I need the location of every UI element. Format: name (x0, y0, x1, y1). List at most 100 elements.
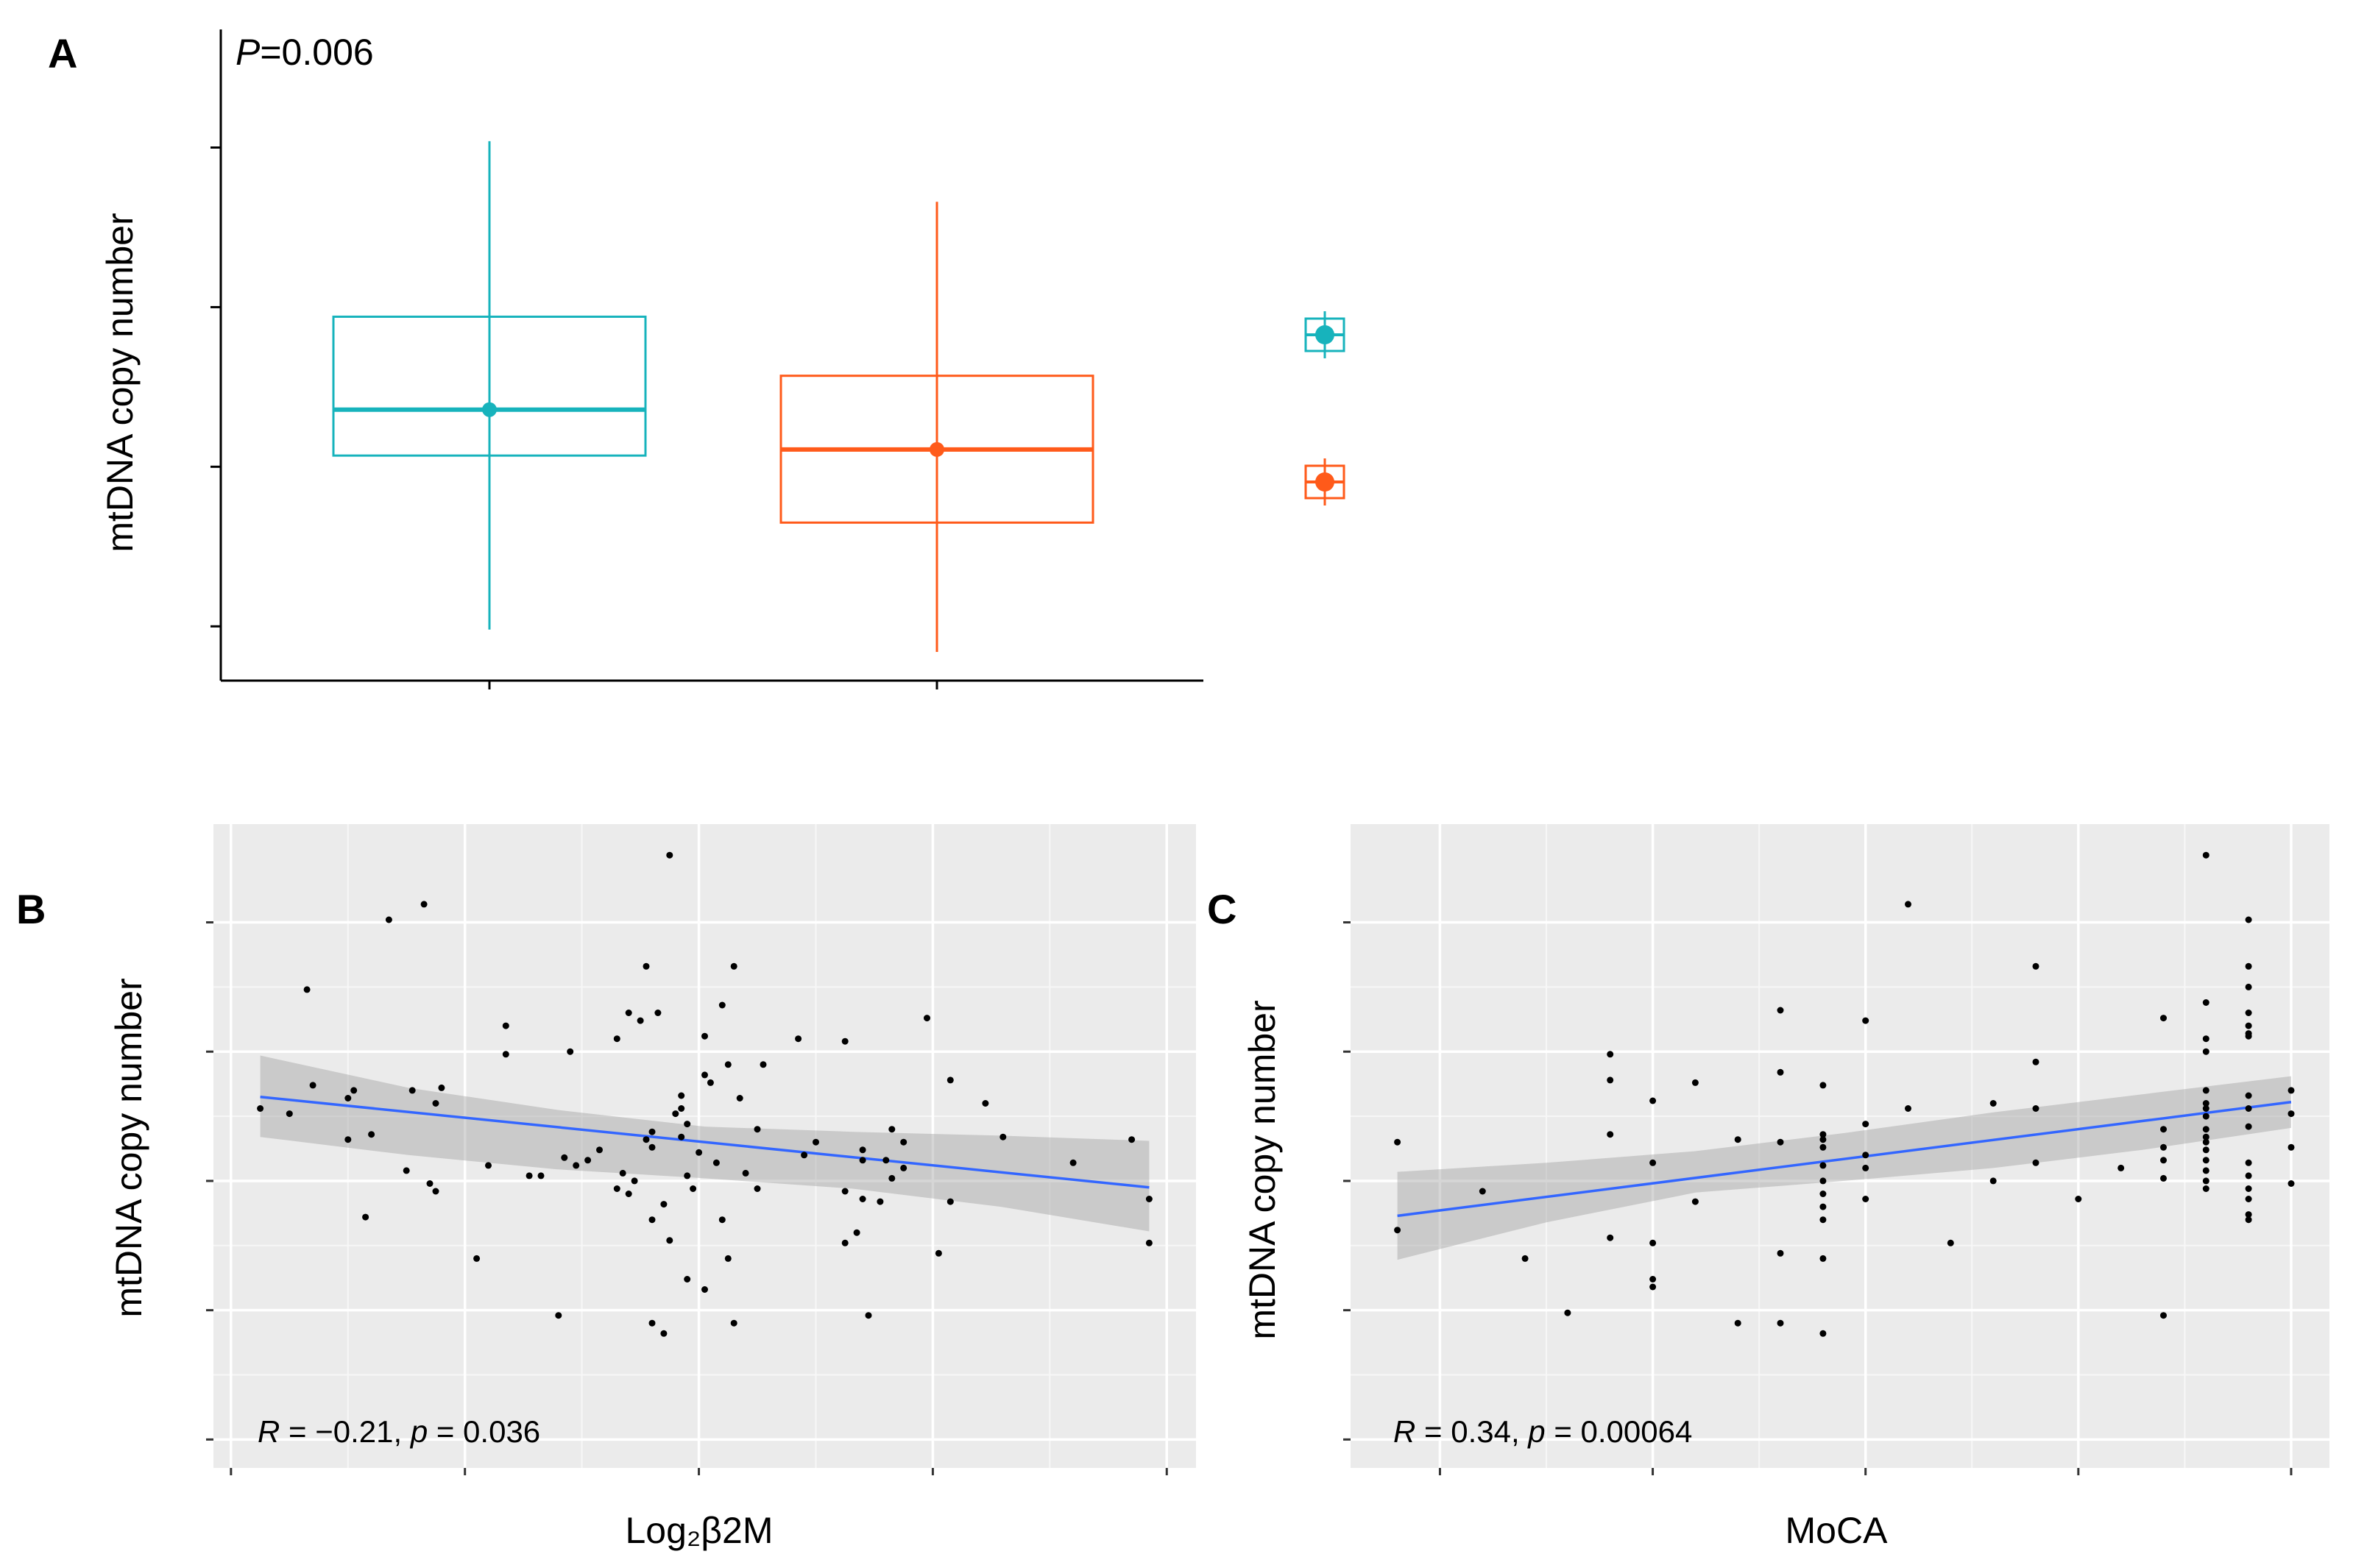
data-point (2202, 1133, 2209, 1140)
data-point (2202, 1177, 2209, 1185)
data-point (1479, 1188, 1486, 1195)
data-point (2202, 1157, 2209, 1164)
data-point (701, 1286, 708, 1293)
data-point (1128, 1136, 1136, 1143)
data-point (2160, 1015, 2167, 1022)
data-point (2202, 1105, 2209, 1112)
data-point (718, 1216, 726, 1224)
b-p-value: = 0.036 (428, 1414, 540, 1449)
panel-a: A P=0.006 mtDNA copy number (48, 29, 1345, 689)
data-point (596, 1146, 603, 1154)
data-point (1819, 1330, 1827, 1337)
panel-c-y-axis-title: mtDNA copy number (1242, 1000, 1283, 1339)
data-point (403, 1167, 410, 1174)
data-point (882, 1157, 890, 1164)
data-point (303, 986, 311, 993)
data-point (1649, 1283, 1657, 1291)
data-point (2245, 1032, 2252, 1040)
data-point (946, 1076, 954, 1084)
data-point (1862, 1017, 1869, 1024)
data-point (666, 851, 673, 859)
data-point (841, 1037, 849, 1045)
group-1-mean-point (930, 441, 944, 457)
data-point (859, 1146, 866, 1154)
data-point (678, 1133, 685, 1140)
data-point (1819, 1143, 1827, 1151)
data-point (1862, 1121, 1869, 1128)
data-point (1862, 1164, 1869, 1171)
data-point (561, 1154, 568, 1161)
data-point (718, 1001, 726, 1009)
data-point (1649, 1097, 1657, 1104)
data-point (625, 1191, 632, 1197)
data-point (1649, 1276, 1657, 1283)
data-point (502, 1051, 509, 1058)
data-point (2202, 1048, 2209, 1055)
data-point (1691, 1079, 1699, 1086)
panel-b-y-axis-title: mtDNA copy number (108, 978, 149, 1317)
p-italic: P (236, 32, 261, 73)
data-point (473, 1255, 481, 1262)
data-point (2160, 1174, 2167, 1182)
b-p-label: p (409, 1414, 428, 1449)
data-point (2245, 1172, 2252, 1179)
data-point (684, 1172, 691, 1179)
data-point (900, 1164, 907, 1171)
data-point (1819, 1216, 1827, 1224)
data-point (2202, 1167, 2209, 1174)
data-point (648, 1319, 656, 1327)
group-0-mean-point (482, 402, 497, 417)
panel-c-correlation: R = 0.34, p = 0.00064 (1393, 1414, 1692, 1449)
data-point (2245, 1185, 2252, 1192)
data-point (736, 1095, 743, 1101)
data-point (2032, 1159, 2039, 1166)
data-point (2160, 1126, 2167, 1133)
data-point (900, 1138, 907, 1146)
data-point (672, 1110, 679, 1118)
data-point (408, 1087, 416, 1094)
confidence-band (1397, 1076, 2291, 1260)
data-point (426, 1180, 434, 1187)
data-point (841, 1239, 849, 1246)
data-point (2202, 1126, 2209, 1133)
data-point (2287, 1110, 2295, 1118)
data-point (1521, 1255, 1529, 1262)
confidence-band (260, 1055, 1150, 1232)
data-point (841, 1188, 849, 1195)
data-point (555, 1312, 562, 1319)
panel-a-label: A (48, 30, 77, 77)
legend-1-key-point (1315, 472, 1334, 492)
data-point (1607, 1051, 1614, 1058)
data-point (1819, 1177, 1827, 1185)
data-point (754, 1185, 761, 1192)
data-point (654, 1010, 662, 1016)
data-point (853, 1229, 860, 1236)
data-point (2032, 962, 2039, 970)
data-point (724, 1061, 732, 1068)
data-point (2160, 1143, 2167, 1151)
p-value: =0.006 (260, 32, 373, 73)
data-point (2245, 1123, 2252, 1130)
data-point (946, 1198, 954, 1205)
data-point (754, 1126, 761, 1133)
plot-background (213, 824, 1196, 1468)
panel-c-x-axis-title: MoCA (1786, 1510, 1889, 1551)
data-point (1607, 1234, 1614, 1241)
data-point (1777, 1068, 1784, 1076)
data-point (678, 1092, 685, 1099)
data-point (1862, 1152, 1869, 1159)
data-point (730, 962, 737, 970)
data-point (1905, 901, 1911, 908)
b-r-value: = −0.21, (280, 1414, 410, 1449)
data-point (2287, 1143, 2295, 1151)
data-point (2245, 1092, 2252, 1099)
data-point (999, 1133, 1007, 1140)
data-point (1394, 1138, 1401, 1146)
data-point (1989, 1177, 1997, 1185)
data-point (1777, 1249, 1784, 1257)
data-point (286, 1110, 293, 1118)
data-point (1989, 1100, 1997, 1107)
data-point (2245, 1010, 2252, 1016)
data-point (724, 1255, 732, 1262)
data-point (385, 916, 392, 923)
